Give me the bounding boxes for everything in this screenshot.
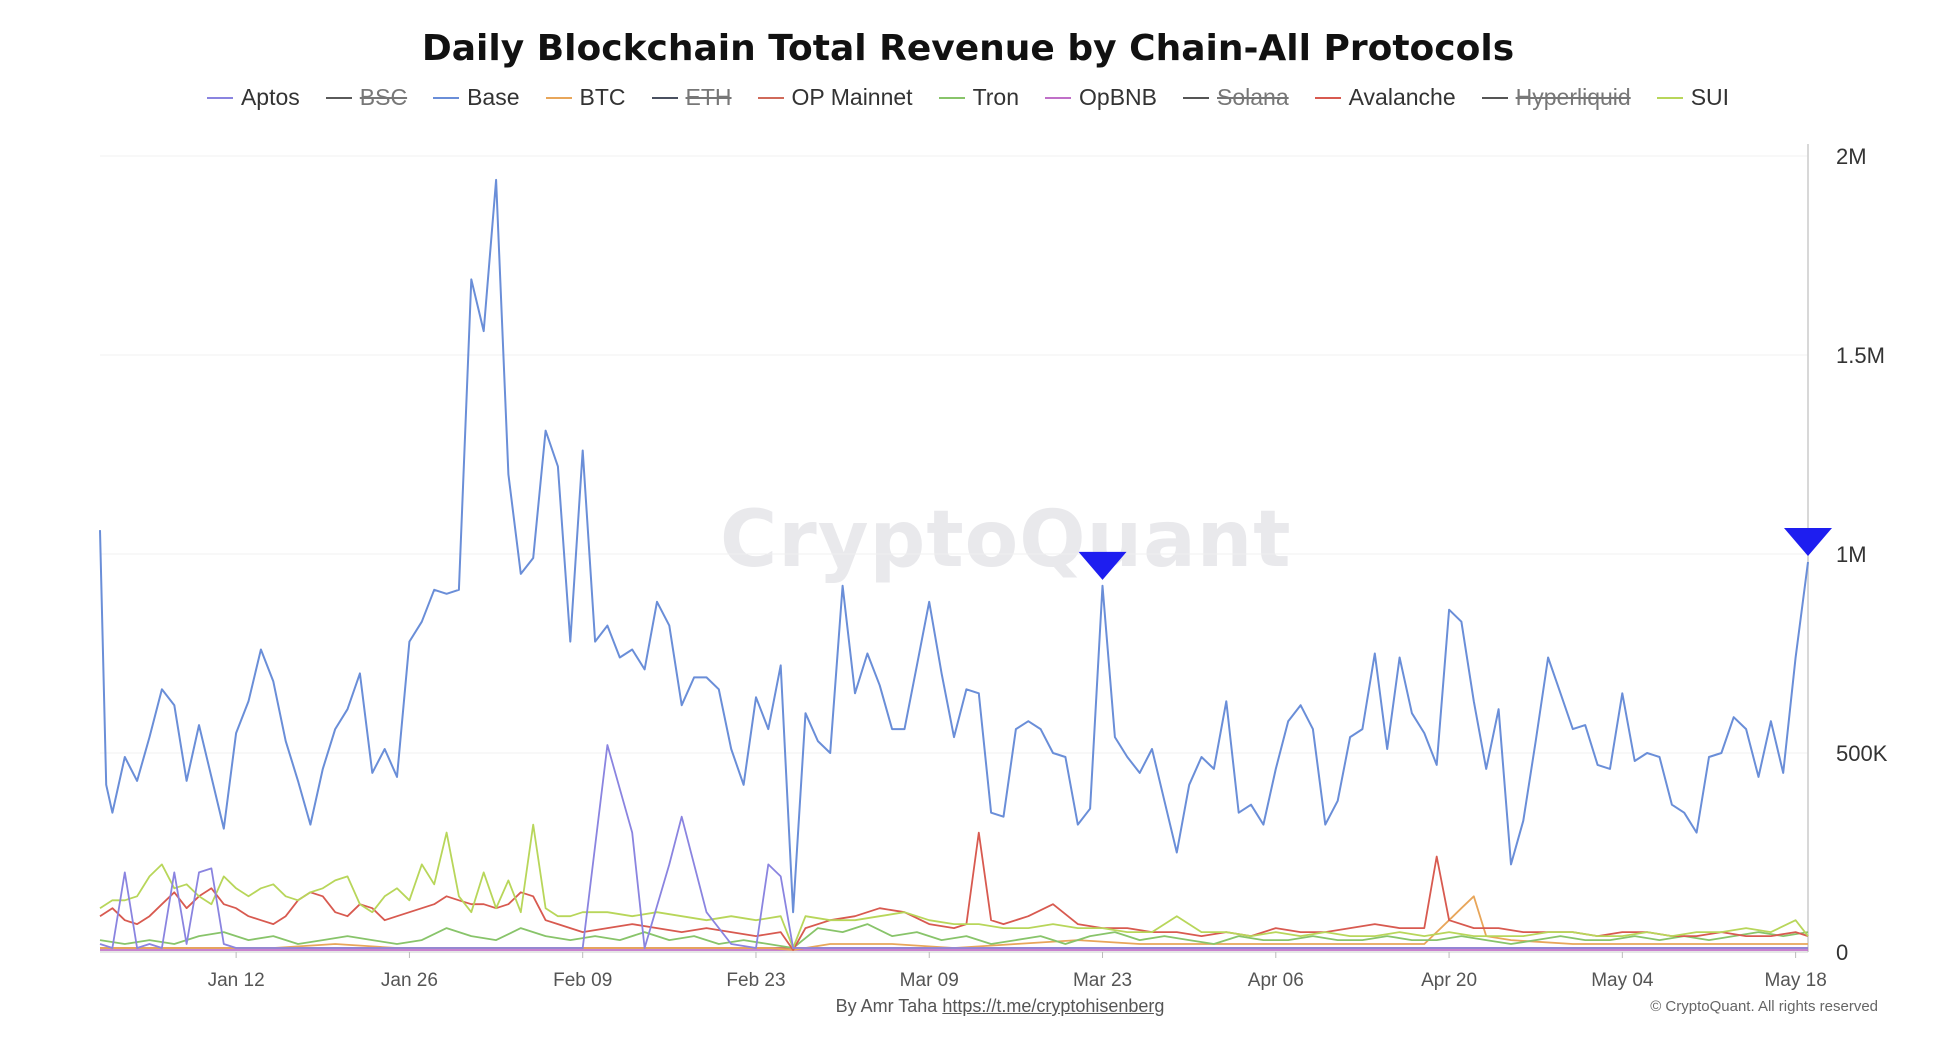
legend-swatch (1481, 96, 1508, 99)
credit-author: By Amr Taha (835, 996, 938, 1016)
legend-item-bsc[interactable]: BSC (325, 84, 408, 111)
legend-label: Avalanche (1348, 84, 1456, 110)
copyright-notice: © CryptoQuant. All rights reserved (1650, 998, 1878, 1015)
legend-swatch (206, 96, 233, 99)
legend-item-avalanche[interactable]: Avalanche (1314, 84, 1456, 111)
legend-label: BSC (359, 84, 408, 110)
series-line-aptos (99, 744, 1808, 949)
watermark: CryptoQuant (720, 495, 1292, 585)
legend-item-base[interactable]: Base (433, 84, 520, 111)
x-tick-label: Apr 20 (1421, 970, 1477, 991)
legend-label: OpBNB (1079, 84, 1157, 110)
x-tick-label: May 18 (1764, 970, 1826, 991)
x-tick-label: Jan 12 (208, 970, 265, 991)
legend-item-solana[interactable]: Solana (1183, 84, 1289, 111)
grid-lines (100, 155, 1808, 953)
legend-label: Base (467, 84, 520, 110)
legend-label: Aptos (240, 84, 300, 110)
legend-label: SUI (1690, 84, 1730, 110)
legend-swatch (545, 96, 572, 99)
y-tick-label: 0 (1836, 940, 1848, 965)
legend-label: ETH (685, 84, 732, 110)
legend-swatch (651, 96, 678, 99)
series-lines (99, 178, 1809, 951)
series-line-btc (100, 895, 1808, 951)
legend-item-eth[interactable]: ETH (651, 84, 732, 111)
x-tick-label: Jan 26 (381, 970, 438, 991)
x-tick-label: Apr 06 (1248, 970, 1304, 991)
legend-item-op-mainnet[interactable]: OP Mainnet (757, 84, 913, 111)
y-tick-label: 2M (1836, 144, 1867, 169)
axes: 0 500K 1M 1.5M 2M Jan 12 Jan 26 Feb 09 Feb 23 Mar… (208, 144, 1888, 991)
x-tick-label: Mar 23 (1073, 970, 1132, 991)
legend-swatch (757, 96, 784, 99)
legend-swatch (1656, 96, 1683, 99)
legend-item-sui[interactable]: SUI (1656, 84, 1730, 111)
footer-credit: By Amr Taha https://t.me/cryptohisenberg (0, 996, 1936, 1017)
legend-swatch (1183, 96, 1209, 99)
credit-link[interactable]: https://t.me/cryptohisenberg (942, 996, 1165, 1016)
legend-swatch (938, 96, 965, 99)
markers (1078, 527, 1832, 580)
legend-item-tron[interactable]: Tron (938, 84, 1020, 111)
legend-label: BTC (579, 84, 626, 110)
legend-swatch (325, 96, 352, 99)
legend-swatch (433, 96, 460, 99)
highlight-marker (1784, 527, 1832, 556)
legend-label: OP Mainnet (791, 84, 913, 110)
chart-legend: Aptos BSC Base BTC ETH OP Mainnet Tron OpBNB Sol… (0, 84, 1936, 111)
highlight-marker (1078, 551, 1127, 580)
legend-swatch (1314, 96, 1341, 99)
legend-item-btc[interactable]: BTC (545, 84, 626, 111)
series-line-avalanche (99, 831, 1809, 951)
y-tick-label: 500K (1836, 741, 1888, 766)
legend-swatch (1045, 96, 1072, 99)
legend-item-hyperliquid[interactable]: Hyperliquid (1481, 84, 1631, 111)
legend-label: Tron (972, 84, 1020, 110)
legend-item-opbnb[interactable]: OpBNB (1045, 84, 1157, 111)
legend-label: Hyperliquid (1515, 84, 1631, 110)
x-tick-label: May 04 (1591, 970, 1654, 991)
chart-title: Daily Blockchain Total Revenue by Chain-… (421, 28, 1515, 69)
series-line-base (99, 178, 1809, 914)
legend-item-aptos[interactable]: Aptos (206, 84, 300, 111)
x-tick-label: Feb 09 (553, 970, 612, 991)
series-line-sui (99, 823, 1809, 949)
x-tick-label: Feb 23 (726, 970, 785, 991)
series-line-tron (99, 923, 1809, 949)
y-tick-label: 1M (1836, 542, 1867, 567)
x-tick-label: Mar 09 (900, 970, 959, 991)
y-tick-label: 1.5M (1836, 343, 1885, 368)
legend-label: Solana (1217, 84, 1289, 110)
